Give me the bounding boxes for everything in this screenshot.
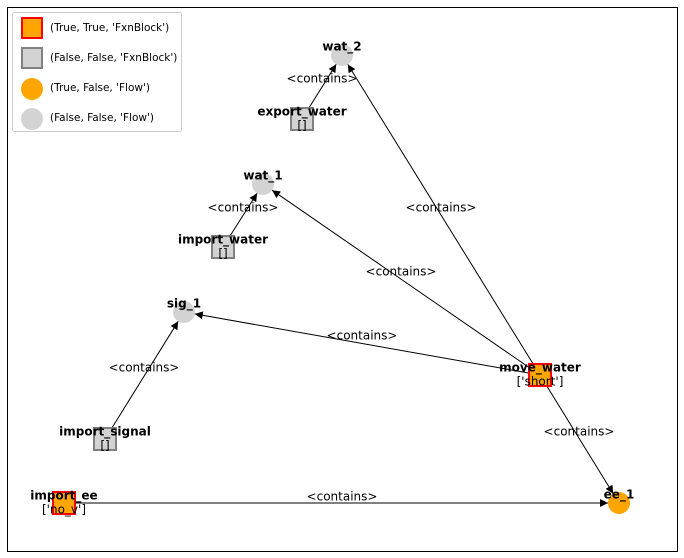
node-title-export_water: export_water xyxy=(257,105,346,120)
edge-label-export_water-to-wat_2: <contains> xyxy=(287,72,358,86)
node-title-ee_1: ee_1 xyxy=(604,488,635,503)
node-import_signal xyxy=(93,427,117,451)
edge-label-import_signal-to-sig_1: <contains> xyxy=(109,361,180,375)
edge-label-move_water-to-wat_2: <contains> xyxy=(406,201,477,215)
node-faults-import_ee: ['no_v'] xyxy=(42,503,86,517)
edge-label-move_water-to-ee_1: <contains> xyxy=(544,425,615,439)
edges-layer xyxy=(64,64,614,507)
edge-move_water-to-ee_1 xyxy=(539,374,614,494)
edge-label-move_water-to-sig_1: <contains> xyxy=(327,329,398,343)
node-wat_2 xyxy=(331,44,353,66)
node-title-wat_2: wat_2 xyxy=(322,40,361,55)
legend-marker-2 xyxy=(21,78,43,100)
node-title-import_ee: import_ee xyxy=(30,489,97,504)
edge-move_water-to-wat_1 xyxy=(271,189,541,376)
legend-label-3: (False, False, 'Flow') xyxy=(50,112,154,124)
edge-move_water-to-sig_1 xyxy=(194,311,541,376)
edge-move_water-to-wat_2 xyxy=(347,64,541,376)
node-move_water xyxy=(528,363,552,387)
node-import_ee xyxy=(52,491,76,515)
node-title-sig_1: sig_1 xyxy=(167,297,201,312)
legend-marker-1 xyxy=(21,47,43,69)
legend-marker-0 xyxy=(21,17,43,39)
node-wat_1 xyxy=(252,173,274,195)
edge-label-import_ee-to-ee_1: <contains> xyxy=(307,490,378,504)
node-title-move_water: move_water xyxy=(499,361,581,376)
node-faults-export_water: [] xyxy=(297,119,306,133)
node-export_water xyxy=(290,107,314,131)
node-faults-import_water: [] xyxy=(218,247,227,261)
legend-marker-3 xyxy=(21,108,43,130)
legend-label-2: (True, False, 'Flow') xyxy=(50,82,150,94)
edge-label-import_water-to-wat_1: <contains> xyxy=(208,201,279,215)
node-title-import_signal: import_signal xyxy=(59,425,151,440)
node-labels-layer: wat_2export_water[]wat_1import_water[]si… xyxy=(30,40,634,517)
node-title-import_water: import_water xyxy=(178,233,268,248)
legend-label-1: (False, False, 'FxnBlock') xyxy=(50,52,177,64)
legend-box xyxy=(12,12,182,132)
node-faults-move_water: ['short'] xyxy=(517,375,564,389)
edge-import_signal-to-sig_1 xyxy=(104,321,179,440)
legend-label-0: (True, True, 'FxnBlock') xyxy=(50,22,169,34)
legend: (True, True, 'FxnBlock') (False, False, '… xyxy=(12,12,182,132)
nodes-layer xyxy=(52,44,630,515)
node-faults-import_signal: [] xyxy=(100,439,109,453)
node-ee_1 xyxy=(608,492,630,514)
edge-labels-layer: <contains> <contains> <contains> <contains>… xyxy=(109,72,615,504)
node-sig_1 xyxy=(173,301,195,323)
edge-label-move_water-to-wat_1: <contains> xyxy=(366,265,437,279)
node-title-wat_1: wat_1 xyxy=(243,169,282,184)
plot-frame xyxy=(7,7,678,552)
node-import_water xyxy=(211,235,235,259)
